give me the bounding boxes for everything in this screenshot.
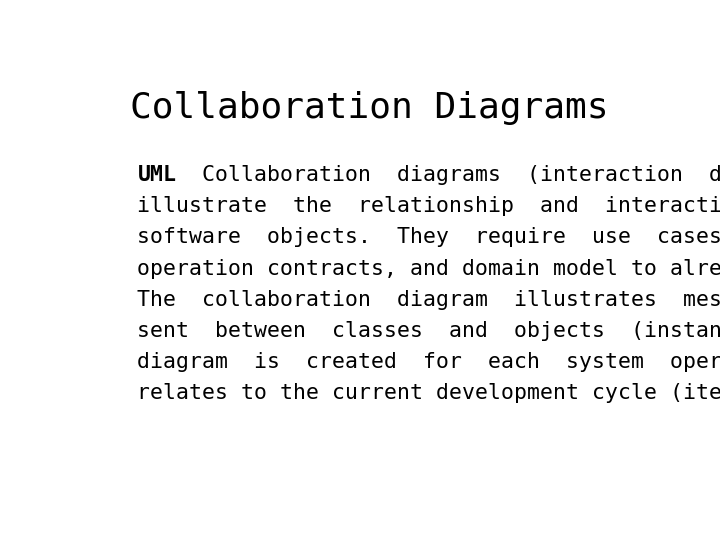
Text: operation contracts, and domain model to already exist.: operation contracts, and domain model to… [138, 259, 720, 279]
Text: illustrate  the  relationship  and  interaction  between: illustrate the relationship and interact… [138, 196, 720, 216]
Text: diagram  is  created  for  each  system  operation  that: diagram is created for each system opera… [138, 352, 720, 372]
Text: relates to the current development cycle (iteration).: relates to the current development cycle… [138, 383, 720, 403]
Text: The  collaboration  diagram  illustrates  messages  being: The collaboration diagram illustrates me… [138, 290, 720, 310]
Text: sent  between  classes  and  objects  (instances).  A: sent between classes and objects (instan… [138, 321, 720, 341]
Text: UML: UML [138, 165, 176, 185]
Text: Collaboration  diagrams  (interaction  diagrams): Collaboration diagrams (interaction diag… [176, 165, 720, 185]
Text: software  objects.  They  require  use  cases,  system: software objects. They require use cases… [138, 227, 720, 247]
Text: Collaboration Diagrams: Collaboration Diagrams [130, 91, 608, 125]
